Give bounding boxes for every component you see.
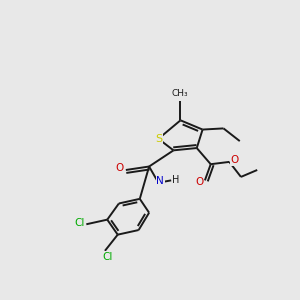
Text: CH₃: CH₃ <box>171 89 188 98</box>
Text: Cl: Cl <box>102 252 112 262</box>
Text: O: O <box>230 155 238 165</box>
Text: O: O <box>115 163 124 173</box>
Text: H: H <box>172 175 179 185</box>
Text: N: N <box>156 176 164 186</box>
Text: Cl: Cl <box>74 218 85 228</box>
Text: S: S <box>155 134 162 144</box>
Text: O: O <box>195 176 203 187</box>
